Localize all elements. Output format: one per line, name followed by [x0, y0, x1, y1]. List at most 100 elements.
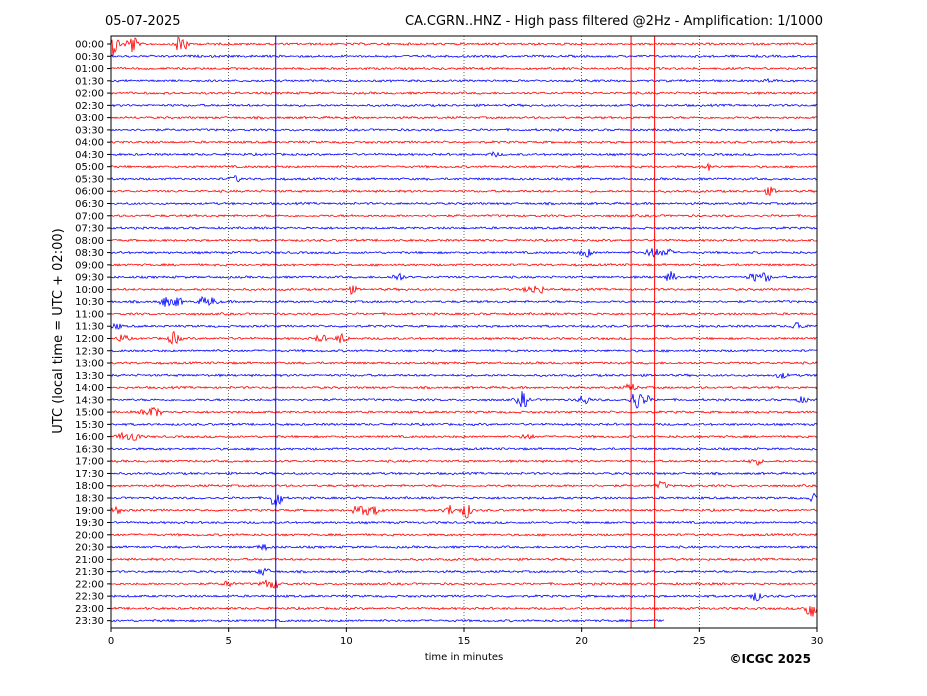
trace-line — [110, 606, 818, 617]
trace-line — [110, 372, 818, 379]
x-tick-label: 0 — [108, 636, 114, 647]
trace-line — [111, 238, 818, 243]
y-tick-label: 20:00 — [75, 530, 104, 541]
y-tick-label: 10:00 — [75, 285, 104, 296]
trace-line — [110, 446, 817, 451]
y-tick-label: 19:30 — [75, 518, 104, 529]
y-tick-label: 22:30 — [75, 592, 104, 603]
trace-line — [111, 520, 818, 525]
trace-line — [110, 406, 817, 417]
trace-line — [110, 54, 818, 59]
trace-line — [110, 504, 818, 519]
trace-line — [110, 557, 818, 562]
trace-line — [110, 262, 818, 267]
trace-line — [110, 567, 818, 576]
y-tick-label: 18:30 — [75, 493, 104, 504]
y-tick-label: 03:30 — [75, 125, 104, 136]
grid-layer — [228, 36, 700, 628]
trace-line — [110, 431, 818, 441]
chart-date: 05-07-2025 — [105, 14, 181, 29]
y-tick-label: 15:30 — [75, 420, 104, 431]
y-tick-label: 09:30 — [75, 273, 104, 284]
trace-line — [110, 348, 818, 353]
trace-line — [110, 361, 818, 365]
marker-layer — [275, 36, 656, 628]
y-tick-label: 17:30 — [75, 469, 104, 480]
trace-line — [110, 36, 818, 57]
trace-line — [110, 480, 818, 489]
y-tick-label: 23:00 — [75, 604, 104, 615]
plot-frame — [110, 35, 818, 629]
y-tick-label: 00:30 — [75, 52, 104, 63]
y-tick-label: 19:00 — [75, 506, 104, 517]
trace-line — [111, 311, 818, 316]
y-tick-label: 22:00 — [75, 579, 104, 590]
trace-line — [110, 103, 818, 108]
trace-line — [110, 77, 818, 84]
y-tick-label: 12:00 — [75, 334, 104, 345]
y-tick-label: 11:30 — [75, 322, 104, 333]
trace-line — [110, 391, 818, 409]
trace-line — [110, 91, 818, 96]
trace-line — [110, 459, 818, 467]
y-tick-label: 03:00 — [75, 113, 104, 124]
x-tick-label: 20 — [575, 636, 588, 647]
trace-line — [110, 186, 818, 197]
trace-line — [110, 295, 818, 307]
copyright-notice: ©ICGC 2025 — [729, 652, 811, 666]
y-tick-label: 04:30 — [75, 150, 104, 161]
y-tick-label: 16:00 — [75, 432, 104, 443]
y-tick-label: 15:00 — [75, 408, 104, 419]
y-tick-label: 05:00 — [75, 162, 104, 173]
trace-line — [110, 618, 665, 623]
trace-line — [110, 592, 818, 602]
y-tick-label: 01:30 — [75, 76, 104, 87]
y-tick-label: 14:30 — [75, 395, 104, 406]
x-tick-label: 30 — [811, 636, 824, 647]
y-axis-label: UTC (local time = UTC + 02:00) — [51, 228, 66, 433]
x-tick-label: 25 — [693, 636, 706, 647]
y-tick-label: 11:00 — [75, 309, 104, 320]
trace-line — [110, 271, 818, 282]
y-tick-label: 02:00 — [75, 89, 104, 100]
trace-line — [111, 492, 818, 507]
y-tick-label: 09:00 — [75, 260, 104, 271]
y-tick-label: 06:30 — [75, 199, 104, 210]
x-tick-label: 10 — [340, 636, 353, 647]
y-tick-label: 07:30 — [75, 224, 104, 235]
y-tick-label: 05:30 — [75, 174, 104, 185]
trace-line — [110, 422, 818, 427]
y-tick-label: 16:30 — [75, 444, 104, 455]
chart-title: CA.CGRN..HNZ - High pass filtered @2Hz -… — [405, 14, 823, 29]
y-tick-label: 21:00 — [75, 555, 104, 566]
y-tick-label: 01:00 — [75, 64, 104, 75]
trace-line — [110, 162, 818, 171]
trace-line — [110, 544, 818, 552]
trace-line — [110, 285, 818, 295]
y-tick-label: 17:00 — [75, 457, 104, 468]
y-tick-label: 12:30 — [75, 346, 104, 357]
y-tick-label: 04:00 — [75, 138, 104, 149]
trace-line — [110, 471, 818, 476]
y-tick-label: 18:00 — [75, 481, 104, 492]
y-tick-label: 08:00 — [75, 236, 104, 247]
y-tick-label: 13:30 — [75, 371, 104, 382]
trace-line — [110, 330, 818, 345]
y-tick-label: 21:30 — [75, 567, 104, 578]
x-tick-label: 5 — [225, 636, 231, 647]
trace-line — [110, 383, 818, 391]
x-axis-label: time in minutes — [425, 652, 504, 663]
trace-line — [110, 321, 818, 330]
y-tick-label: 02:30 — [75, 101, 104, 112]
y-tick-label: 14:00 — [75, 383, 104, 394]
y-tick-label: 00:00 — [75, 40, 104, 51]
trace-line — [110, 213, 818, 218]
trace-line — [110, 66, 818, 71]
y-tick-label: 13:00 — [75, 359, 104, 370]
y-tick-label: 07:00 — [75, 211, 104, 222]
trace-line — [110, 225, 818, 230]
trace-line — [110, 175, 818, 183]
y-tick-label: 10:30 — [75, 297, 104, 308]
